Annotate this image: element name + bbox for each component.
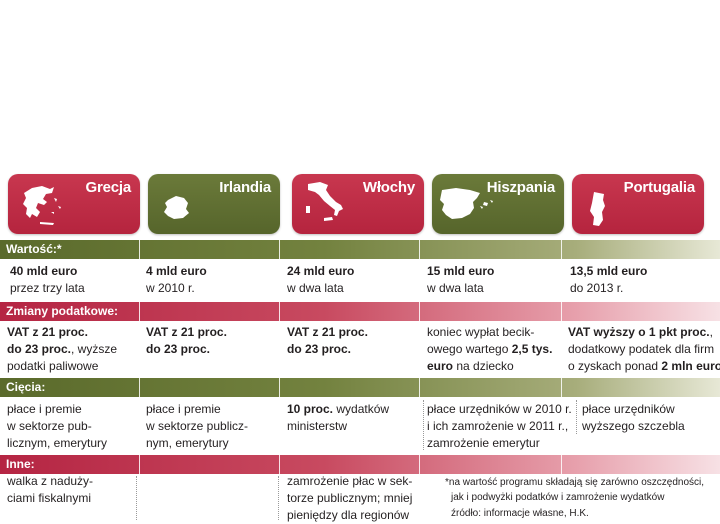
value-hiszpania: 15 mld euro w dwa lata	[427, 264, 495, 295]
tax-hiszpania: koniec wypłat becik- owego wartego 2,5 t…	[427, 325, 553, 373]
source-note: źródło: informacje własne, H.K.	[451, 508, 589, 519]
country-tab-hiszpania: Hiszpania	[432, 174, 564, 234]
column-divider	[423, 400, 424, 450]
country-header-row: Grecja Irlandia Włochy Hiszpania Portuga…	[0, 174, 720, 236]
country-tab-grecja: Grecja	[8, 174, 140, 234]
section-band-inne: Inne:	[0, 455, 720, 474]
section-label: Inne:	[6, 457, 35, 471]
footnote: *na wartość programu składają się zarówn…	[445, 475, 704, 505]
tax-grecja: VAT z 21 proc. do 23 proc., wyższe podat…	[7, 325, 118, 373]
section-band-ciecia: Cięcia:	[0, 378, 720, 397]
country-name: Włochy	[362, 179, 415, 196]
country-name: Portugalia	[623, 179, 696, 196]
section-label: Zmiany podatkowe:	[6, 304, 119, 318]
section-label: Cięcia:	[6, 380, 46, 394]
cuts-irlandia: płace i premie w sektorze publicz-nym, em…	[146, 402, 249, 450]
value-grecja: 40 mld euro przez trzy lata	[10, 264, 85, 295]
value-irlandia: 4 mld euro w 2010 r.	[146, 264, 207, 295]
column-divider	[576, 400, 577, 434]
cuts-hiszpania: płace urzędników w 2010 r. i ich zamrożen…	[427, 402, 572, 450]
value-portugalia: 13,5 mld euro do 2013 r.	[570, 264, 648, 295]
value-wlochy: 24 mld euro w dwa lata	[287, 264, 355, 295]
column-divider	[278, 476, 279, 520]
cuts-portugalia: płace urzędników wyższego szczebla	[582, 402, 685, 433]
tax-portugalia: VAT wyższy o 1 pkt proc., dodatkowy poda…	[568, 325, 720, 373]
spain-map-icon	[440, 188, 493, 219]
portugal-map-icon	[590, 192, 605, 226]
greece-map-icon	[23, 186, 61, 225]
cuts-grecja: płace i premie w sektorze pub-licznym, em…	[7, 402, 108, 450]
section-band-zmiany: Zmiany podatkowe:	[0, 302, 720, 321]
other-wlochy: zamrożenie płac w sek-torze publicznym; …	[287, 474, 413, 522]
country-name: Hiszpania	[486, 179, 555, 196]
section-band-wartosc: Wartość:*	[0, 240, 720, 259]
tax-irlandia: VAT z 21 proc. do 23 proc.	[146, 325, 227, 356]
country-tab-portugalia: Portugalia	[572, 174, 704, 234]
country-name: Grecja	[85, 179, 132, 196]
cuts-wlochy: 10 proc. wydatków ministerstw	[287, 402, 390, 433]
ireland-map-icon	[164, 196, 189, 219]
footnote-line-2: jak i podwyżki podatków i zamrożenie wyd…	[451, 492, 665, 503]
column-divider	[136, 476, 137, 520]
tax-wlochy: VAT z 21 proc. do 23 proc.	[287, 325, 368, 356]
section-label: Wartość:*	[6, 242, 62, 256]
country-name: Irlandia	[219, 179, 271, 196]
other-grecja: walka z nadużу-ciami fiskalnymi	[7, 474, 94, 505]
country-tab-wlochy: Włochy	[292, 174, 424, 234]
country-tab-irlandia: Irlandia	[148, 174, 280, 234]
italy-map-icon	[306, 182, 343, 221]
footnote-line-1: *na wartość programu składają się zarówn…	[445, 477, 705, 488]
